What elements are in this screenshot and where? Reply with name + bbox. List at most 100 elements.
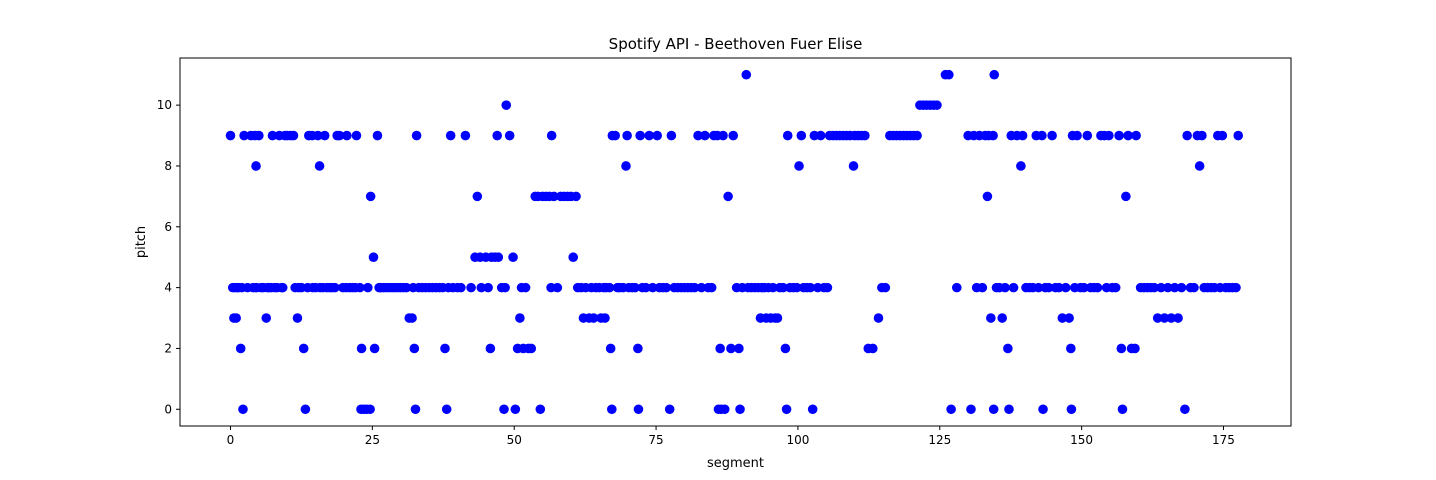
x-tick-label: 50 [507,433,522,447]
data-point-254 [848,161,859,171]
data-point-332 [1092,282,1103,293]
data-point-99 [440,343,450,354]
data-point-111 [476,282,487,293]
data-point-106 [460,130,471,141]
data-point-263 [880,282,891,293]
y-tick-label: 2 [164,341,172,355]
data-point-130 [520,282,531,293]
data-point-301 [1004,404,1014,415]
plot-frame [179,57,1292,427]
data-point-109 [472,191,483,202]
data-point-148 [571,191,581,202]
data-point-351 [1149,282,1160,293]
data-point-185 [661,282,672,293]
data-point-294 [988,404,999,415]
data-point-196 [696,282,707,293]
data-point-236 [794,161,804,171]
data-point-321 [1064,313,1074,323]
y-axis-label: pitch [134,226,149,258]
data-point-70 [365,191,376,202]
data-point-120 [499,404,509,415]
data-point-4 [231,313,241,323]
data-point-58 [342,130,352,141]
data-point-338 [1110,282,1121,293]
data-point-35 [292,313,303,323]
data-point-365 [1194,161,1205,171]
data-point-326 [1072,130,1082,141]
data-point-318 [1054,282,1064,293]
x-tick-label: 75 [648,433,663,447]
data-point-182 [652,130,662,141]
data-point-175 [633,343,643,354]
data-point-329 [1082,130,1093,141]
data-point-84 [401,282,412,293]
data-point-195 [693,130,703,141]
x-tick-label: 100 [786,433,809,447]
data-point-90 [411,130,422,141]
x-tick-label: 175 [1212,433,1235,447]
x-tick-label: 0 [227,433,235,447]
data-point-352 [1152,313,1163,323]
data-point-340 [1116,343,1127,354]
data-point-357 [1169,282,1180,293]
y-tick-label: 8 [164,159,172,173]
data-point-118 [493,252,504,263]
data-point-132 [526,343,537,354]
data-point-366 [1197,130,1207,141]
data-point-55 [334,130,345,141]
data-point-281 [946,404,956,415]
data-point-209 [728,130,739,141]
data-point-68 [363,282,373,293]
data-point-235 [791,282,802,293]
data-point-246 [822,282,833,293]
data-point-323 [1066,404,1077,415]
data-point-197 [700,130,710,141]
data-point-241 [807,404,818,415]
data-point-46 [314,161,325,171]
x-axis-ticks: 0 25 50 75 100 125 150 175 [227,426,1235,447]
data-point-140 [546,130,557,141]
data-point-86 [407,313,417,323]
data-point-272 [912,130,922,141]
data-point-63 [355,282,365,293]
data-point-100 [441,404,452,415]
data-point-361 [1182,130,1192,141]
data-point-288 [977,282,988,293]
data-point-322 [1066,343,1076,354]
data-point-230 [780,343,791,354]
data-point-232 [782,130,793,141]
data-point-293 [988,130,998,141]
x-axis-label: segment [707,456,764,471]
data-point-187 [666,130,677,141]
data-point-211 [734,343,744,354]
data-point-199 [706,282,717,293]
data-point-9 [238,404,248,415]
data-point-105 [456,282,466,293]
data-point-345 [1130,343,1140,354]
data-point-194 [689,282,700,293]
data-point-227 [772,313,783,323]
y-tick-label: 10 [157,98,172,112]
data-point-305 [1016,161,1026,171]
data-point-65 [356,343,367,354]
data-point-181 [647,282,658,293]
data-point-316 [1047,130,1057,141]
data-point-320 [1060,282,1071,293]
data-point-186 [664,404,675,415]
data-point-15 [251,161,261,171]
data-point-300 [1003,343,1013,354]
data-point-225 [768,282,778,293]
x-tick-label: 150 [1070,433,1093,447]
data-point-162 [604,282,615,293]
data-point-174 [630,282,640,293]
data-point-306 [1017,130,1028,141]
data-point-363 [1189,282,1199,293]
y-tick-label: 6 [164,220,172,234]
data-point-328 [1079,282,1089,293]
data-point-117 [492,130,502,141]
data-point-292 [986,313,996,323]
data-point-319 [1057,313,1068,323]
data-point-229 [778,282,788,293]
data-point-122 [501,100,512,110]
data-point-135 [535,404,546,415]
